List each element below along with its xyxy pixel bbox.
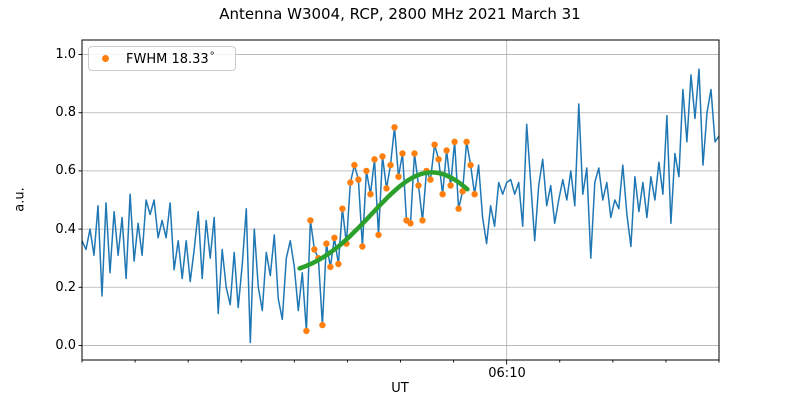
scan-point <box>399 150 406 157</box>
scan-point <box>467 161 474 169</box>
scan-point <box>455 205 462 212</box>
scan-point <box>435 156 442 163</box>
y-tick-label: 0.6 <box>55 163 76 178</box>
scan-point <box>331 234 338 241</box>
scan-point <box>427 176 434 183</box>
scan-point <box>339 205 346 212</box>
y-axis-label: a.u. <box>12 187 28 212</box>
scan-point <box>311 246 318 253</box>
degree-symbol: ° <box>209 50 215 62</box>
legend: FWHM 18.33° <box>88 46 236 71</box>
signal-line <box>81 68 720 344</box>
axis-ticks <box>78 54 720 365</box>
scan-points-legend-marker-icon <box>102 55 109 62</box>
gridlines <box>82 40 719 360</box>
scan-point <box>359 243 366 250</box>
scan-point <box>375 231 382 239</box>
scan-point <box>303 327 310 335</box>
scan-point <box>323 240 330 247</box>
legend-label: FWHM 18.33° <box>126 50 215 67</box>
fit-curve <box>297 170 470 271</box>
scan-point <box>415 182 422 189</box>
y-tick-label: 1.0 <box>55 47 76 62</box>
scan-point <box>463 138 470 145</box>
y-tick-label: 0.4 <box>55 222 76 237</box>
scan-point <box>391 124 398 131</box>
scan-point <box>443 147 450 154</box>
scan-point <box>395 173 402 180</box>
scan-point <box>347 179 354 186</box>
scan-point <box>459 188 466 195</box>
scan-point <box>367 191 374 198</box>
y-tick-label: 0.8 <box>55 105 76 120</box>
y-tick-label: 0.0 <box>55 338 76 353</box>
scan-point <box>471 191 478 198</box>
plot-border <box>81 39 720 361</box>
scan-point <box>351 161 358 169</box>
scan-point <box>407 220 414 227</box>
chart-title: Antenna W3004, RCP, 2800 MHz 2021 March … <box>219 5 581 23</box>
scan-point <box>447 182 454 189</box>
scan-point <box>451 138 458 145</box>
y-tick-label: 0.2 <box>55 280 76 295</box>
x-axis-label: UT <box>391 381 409 396</box>
scan-point <box>379 153 386 160</box>
scan-point <box>319 321 326 329</box>
scan-points <box>303 124 478 335</box>
scan-point <box>411 150 418 157</box>
scan-point <box>431 141 438 148</box>
scan-point <box>363 167 370 175</box>
scan-point <box>335 260 342 268</box>
x-tick-label: 06:10 <box>488 366 526 381</box>
scan-point <box>307 217 314 224</box>
scan-point <box>371 156 378 163</box>
scan-point <box>387 161 394 169</box>
scan-point <box>439 191 446 198</box>
scan-point <box>419 217 426 224</box>
scan-point <box>355 176 362 183</box>
scan-point <box>383 185 390 192</box>
scan-point <box>327 263 334 271</box>
